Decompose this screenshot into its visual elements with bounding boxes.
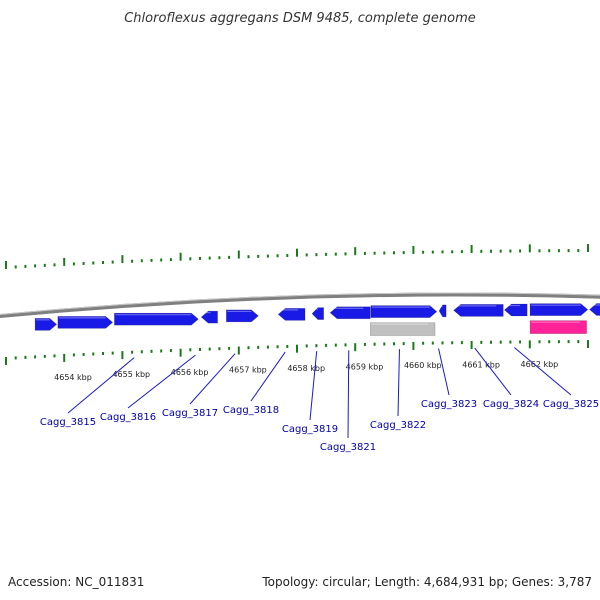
leader-line (438, 348, 450, 396)
gene-arrow-cagg_3817[interactable] (114, 312, 199, 326)
kbp-label: 4660 kbp (404, 361, 442, 370)
kbp-label: 4654 kbp (54, 373, 92, 382)
gene-arrow-cagg_3815[interactable] (34, 318, 58, 331)
gene-label-cagg_3821[interactable]: Cagg_3821 (320, 442, 376, 453)
kbp-label: 4658 kbp (287, 364, 325, 373)
kbp-label: 4657 kbp (229, 366, 267, 375)
gene-label-cagg_3815[interactable]: Cagg_3815 (40, 417, 96, 428)
kbp-scale: 4654 kbp 4655 kbp 4656 kbp 4657 kbp 4658 kbp… (54, 360, 558, 382)
gene-label-cagg_3823[interactable]: Cagg_3823 (421, 399, 477, 410)
gene-arrow-cagg_3823[interactable] (370, 322, 436, 336)
gene-arrow-cagg_3816[interactable] (57, 316, 114, 329)
gc-skew-inner-track (5, 340, 589, 365)
gene-label-cagg_3819[interactable]: Cagg_3819 (282, 424, 338, 435)
accession-text: Accession: NC_011831 (8, 575, 144, 589)
kbp-label: 4661 kbp (462, 360, 500, 369)
gene-label-cagg_3816[interactable]: Cagg_3816 (100, 412, 156, 423)
leader-line (397, 349, 400, 417)
leader-line (250, 351, 286, 402)
gene-label-cagg_3824[interactable]: Cagg_3824 (483, 399, 539, 410)
kbp-label: 4662 kbp (521, 360, 559, 369)
gene-arrow-cagg_3824[interactable] (438, 304, 447, 318)
genome-backbone-highlight (0, 292, 600, 316)
gene-arrow-cagg_3828[interactable] (589, 303, 600, 316)
leader-line (189, 353, 236, 405)
gene-arrow-cagg_3820[interactable] (277, 308, 306, 321)
genome-backbone (0, 292, 600, 319)
gene-arrow-cagg_3823[interactable] (370, 305, 438, 318)
gene-arrow-cagg_3822[interactable] (329, 306, 371, 320)
leader-line (347, 350, 350, 439)
gene-track (34, 303, 600, 336)
gene-arrow-cagg_3819[interactable] (226, 309, 259, 323)
leader-line (67, 357, 135, 414)
kbp-label: 4656 kbp (171, 368, 209, 377)
gene-label-cagg_3825[interactable]: Cagg_3825 (543, 399, 599, 410)
gene-arrow-cagg_3827[interactable] (529, 303, 589, 316)
gene-label-cagg_3817[interactable]: Cagg_3817 (162, 408, 218, 419)
gene-label-cagg_3818[interactable]: Cagg_3818 (223, 405, 279, 416)
kbp-label: 4655 kbp (112, 370, 150, 379)
leader-line (474, 347, 512, 396)
leader-line (127, 354, 196, 409)
gene-arrow-cagg_3821[interactable] (311, 307, 324, 320)
leader-line (309, 351, 318, 421)
leader-line (514, 347, 572, 396)
gene-arrow-cagg_3826[interactable] (503, 303, 528, 317)
kbp-label: 4659 kbp (346, 362, 384, 371)
label-leader-lines (67, 347, 572, 439)
topology-text: Topology: circular; Length: 4,684,931 bp… (261, 575, 592, 589)
gc-skew-outer-track (5, 244, 589, 269)
gene-arrow-cagg_3825[interactable] (453, 304, 504, 317)
gene-arrow-cagg_3818[interactable] (200, 310, 218, 324)
gene-arrow-cagg_3827[interactable] (529, 320, 587, 334)
map-title: Chloroflexus aggregans DSM 9485, complet… (124, 11, 476, 26)
gene-labels: Cagg_3815 Cagg_3816 Cagg_3817 Cagg_3818Cagg… (40, 399, 599, 453)
gene-label-cagg_3822[interactable]: Cagg_3822 (370, 420, 426, 431)
